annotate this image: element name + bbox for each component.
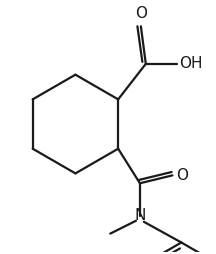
Text: N: N xyxy=(134,208,146,223)
Text: O: O xyxy=(176,168,188,183)
Text: O: O xyxy=(135,6,147,21)
Text: OH: OH xyxy=(179,56,203,71)
